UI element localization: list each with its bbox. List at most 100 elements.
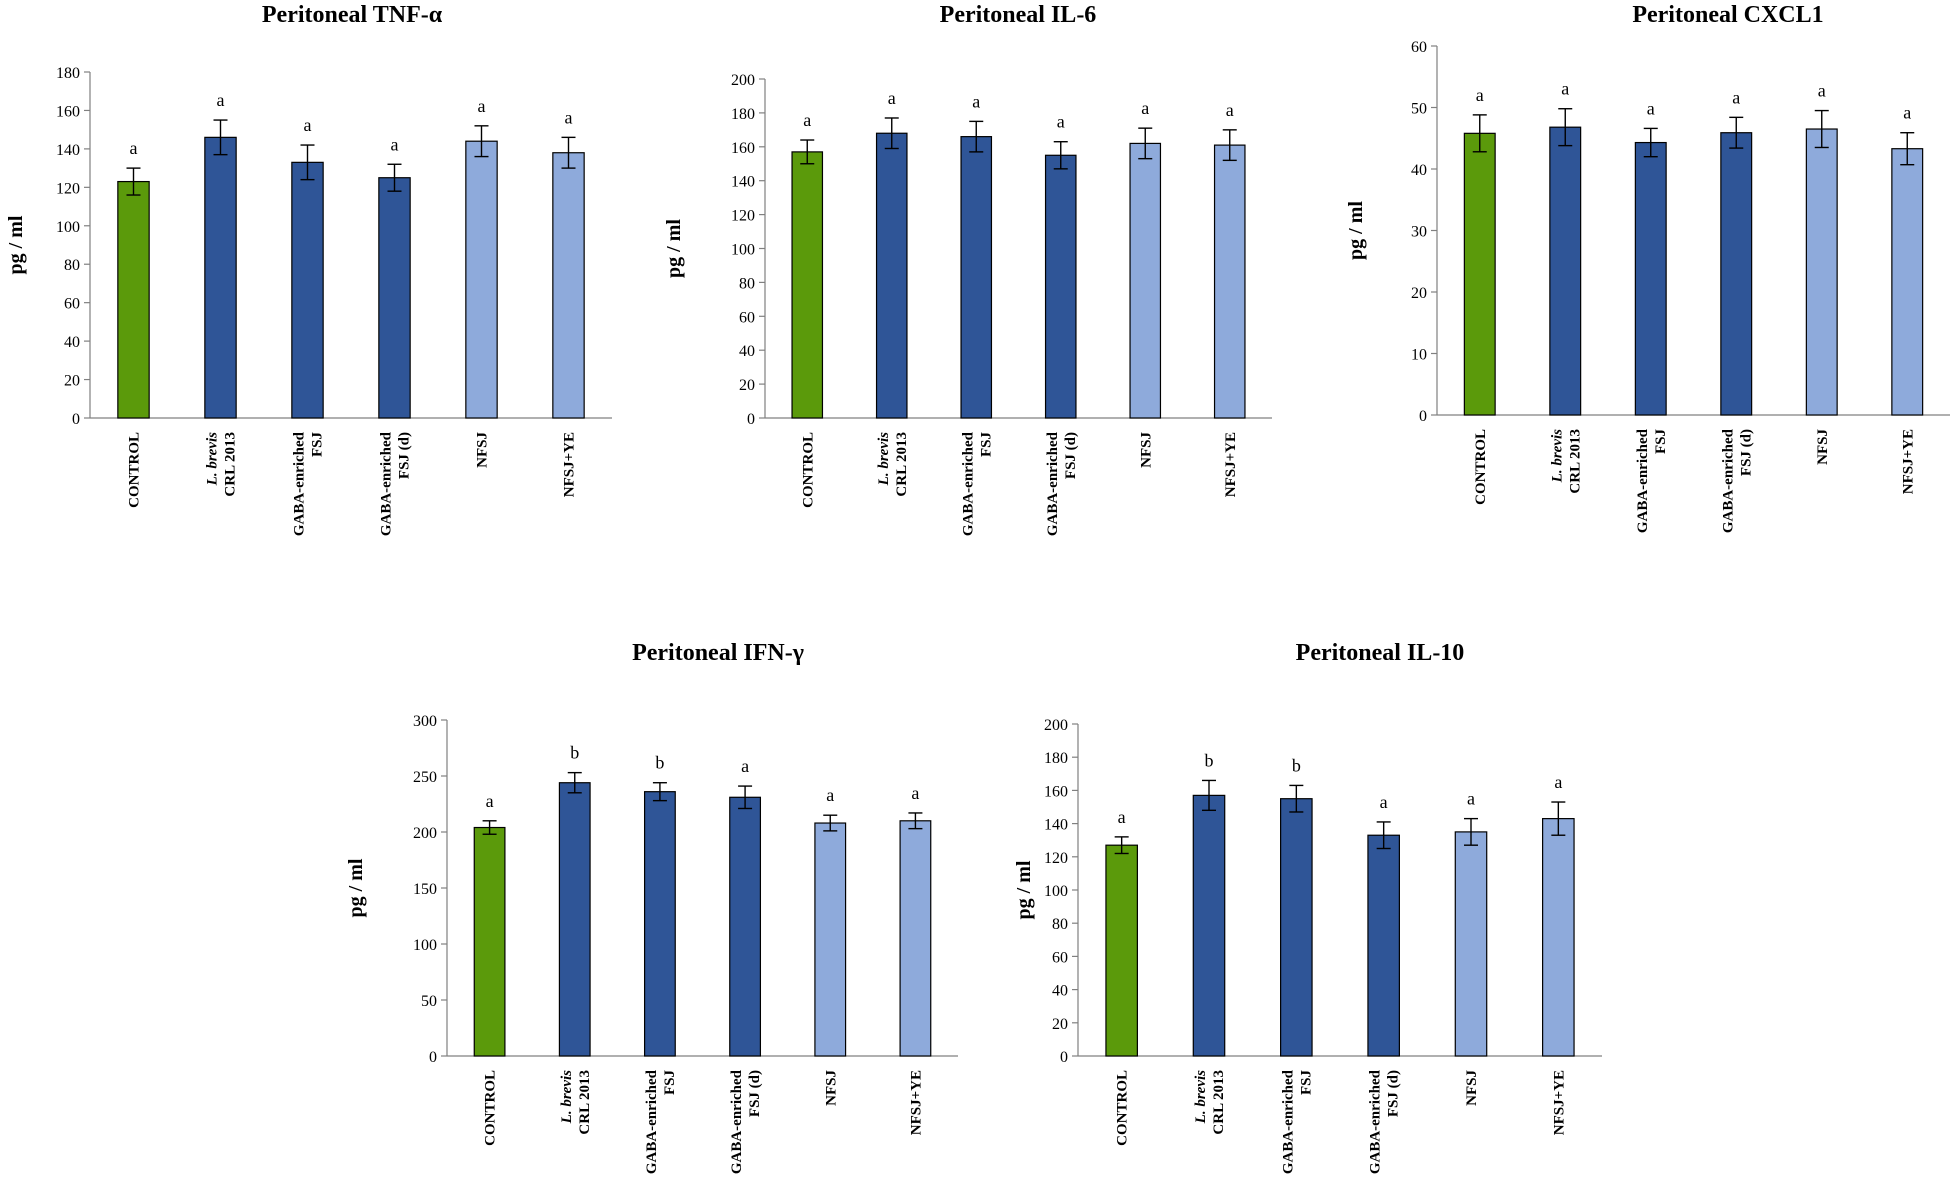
significance-letter-2: b (1205, 750, 1214, 770)
bar-5 (1805, 128, 1838, 416)
significance-letter-3: a (972, 91, 980, 111)
category-label-2: CRL 2013 (577, 1070, 593, 1135)
y-tick-label: 20 (1411, 285, 1427, 302)
y-tick-label: 200 (1044, 717, 1068, 734)
bar-1 (1463, 132, 1496, 416)
category-label-4: GABA-enriched (379, 431, 395, 536)
chart-panel-3: Peritoneal CXCL1 0 10 20 30 40 50 60 pg / ml a CON… (1345, 2, 1950, 533)
bar-4 (729, 796, 762, 1057)
y-tick-label: 100 (731, 242, 755, 259)
y-tick-label: 40 (739, 343, 755, 360)
chart-panel-2: Peritoneal IL-6 0 20 40 60 80 100 120 140 160 180 2… (663, 2, 1272, 536)
significance-letter-4: a (741, 756, 749, 776)
category-label-2: L. brevis (876, 432, 892, 486)
y-tick-label: 0 (429, 1049, 437, 1066)
significance-letter-3: a (304, 115, 312, 135)
significance-letter-5: a (478, 96, 486, 116)
bar-3 (1634, 141, 1667, 416)
significance-letter-2: a (217, 90, 225, 110)
category-label-3: FSJ (1653, 429, 1669, 455)
y-tick-label: 60 (1411, 39, 1427, 56)
category-label-2: L. brevis (205, 432, 221, 486)
bar-3 (1280, 798, 1313, 1057)
bar-4 (1044, 154, 1077, 419)
category-label-5: NFSJ (475, 432, 491, 468)
category-label-3: GABA-enriched (1280, 1069, 1296, 1174)
y-axis-label: pg / ml (1345, 201, 1367, 260)
category-label-4: FSJ (d) (1738, 429, 1754, 476)
y-tick-label: 180 (731, 106, 755, 123)
category-label-1: CONTROL (800, 432, 816, 508)
bar-2 (204, 136, 237, 419)
category-label-4: GABA-enriched (1368, 1069, 1384, 1174)
category-label-4: GABA-enriched (1045, 431, 1061, 536)
category-label-6: NFSJ+YE (1900, 429, 1916, 494)
y-tick-label: 160 (1044, 783, 1068, 800)
significance-letter-3: b (1292, 755, 1301, 775)
y-axis-label: pg / ml (663, 219, 685, 278)
category-label-3: GABA-enriched (644, 1069, 660, 1174)
y-tick-label: 160 (56, 103, 80, 120)
y-tick-label: 50 (421, 993, 437, 1010)
category-label-3: FSJ (662, 1070, 678, 1096)
category-label-3: FSJ (1298, 1070, 1314, 1096)
bar-6 (1891, 148, 1924, 416)
y-tick-label: 80 (64, 257, 80, 274)
y-tick-label: 60 (739, 309, 755, 326)
category-label-2: CRL 2013 (894, 432, 910, 497)
category-label-6: NFSJ+YE (908, 1070, 924, 1135)
y-tick-label: 20 (1052, 1016, 1068, 1033)
category-label-5: NFSJ (1815, 429, 1831, 465)
category-label-4: FSJ (d) (1386, 1070, 1402, 1117)
y-tick-label: 0 (72, 411, 80, 428)
category-label-2: CRL 2013 (1211, 1070, 1227, 1135)
bar-4 (378, 177, 411, 419)
category-label-2: L. brevis (1193, 1070, 1209, 1124)
category-label-1: CONTROL (1473, 429, 1489, 505)
category-label-5: NFSJ (1464, 1070, 1480, 1106)
category-label-3: GABA-enriched (292, 431, 308, 536)
significance-letter-1: a (1476, 85, 1484, 105)
significance-letter-1: a (130, 138, 138, 158)
y-axis-label: pg / ml (5, 215, 27, 274)
y-tick-label: 180 (56, 65, 80, 82)
bar-6 (899, 820, 932, 1057)
y-tick-label: 200 (413, 825, 437, 842)
category-label-5: NFSJ (823, 1070, 839, 1106)
bar-3 (960, 136, 993, 419)
y-tick-label: 0 (1419, 408, 1427, 425)
category-label-6: NFSJ+YE (562, 432, 578, 497)
y-tick-label: 120 (56, 180, 80, 197)
category-label-2: L. brevis (559, 1070, 575, 1124)
significance-letter-3: a (1647, 98, 1655, 118)
category-label-4: FSJ (d) (397, 432, 413, 479)
bar-3 (291, 161, 324, 419)
significance-letter-4: a (1732, 87, 1740, 107)
chart-title: Peritoneal IFN-γ (632, 640, 804, 666)
bar-1 (791, 151, 824, 419)
chart-title: Peritoneal TNF-α (262, 2, 443, 28)
category-label-6: NFSJ+YE (1223, 432, 1239, 497)
significance-letter-4: a (1057, 112, 1065, 132)
y-tick-label: 10 (1411, 347, 1427, 364)
bar-5 (814, 822, 847, 1057)
bar-1 (1105, 844, 1138, 1057)
significance-letter-3: b (655, 753, 664, 773)
significance-letter-6: a (1226, 100, 1234, 120)
significance-letter-1: a (803, 110, 811, 130)
category-label-1: CONTROL (1115, 1070, 1131, 1146)
bar-5 (465, 140, 498, 419)
bar-3 (643, 791, 676, 1057)
y-tick-label: 100 (1044, 883, 1068, 900)
significance-letter-6: a (1554, 772, 1562, 792)
y-tick-label: 120 (1044, 850, 1068, 867)
category-label-4: FSJ (d) (747, 1070, 763, 1117)
y-tick-label: 300 (413, 713, 437, 730)
significance-letter-6: a (911, 783, 919, 803)
significance-letter-5: a (1818, 81, 1826, 101)
y-tick-label: 30 (1411, 224, 1427, 241)
bar-2 (558, 782, 591, 1057)
significance-letter-5: a (1141, 98, 1149, 118)
bar-2 (1192, 794, 1226, 1057)
